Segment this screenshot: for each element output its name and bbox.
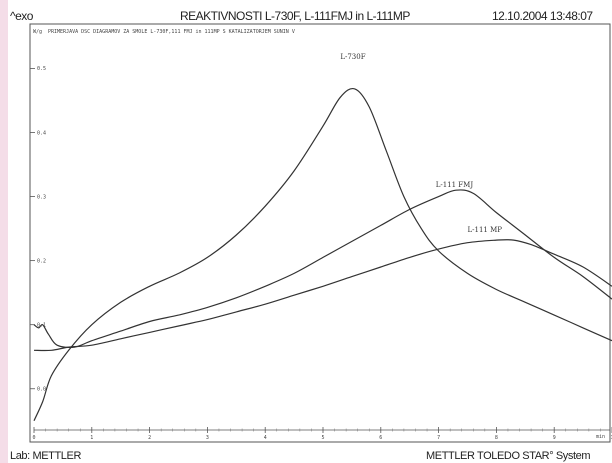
series-line-l-111-fmj: [33, 189, 612, 349]
x-tick-label: 3: [206, 435, 209, 441]
y-tick-label: 0.5: [37, 66, 46, 72]
x-tick-label: 6: [379, 435, 382, 441]
x-tick-label: 5: [322, 435, 325, 441]
y-tick-label: 0.2: [37, 258, 46, 264]
x-tick-label: 8: [495, 435, 498, 441]
x-tick-label: 7: [437, 435, 440, 441]
y-tick-label: 0.3: [37, 194, 46, 200]
series-label-l-730f: L-730F: [340, 53, 365, 61]
lab-label: Lab: METTLER: [10, 450, 82, 462]
x-tick-label: 2: [148, 435, 151, 441]
axes: 0123456789100.50.40.30.20.10.0: [30, 66, 612, 441]
series-label-l-111-fmj: L-111 FMJ: [436, 181, 474, 189]
x-tick-label: 0: [33, 435, 36, 441]
ordinate-label: ^exo: [10, 9, 33, 23]
x-tick-label: 4: [264, 435, 267, 441]
x-axis-unit: min: [596, 434, 605, 440]
series-labels: L-730F L-111 FMJ L-111 MP: [340, 53, 502, 234]
report-datetime: 12.10.2004 13:48:07: [492, 9, 593, 23]
report-sheet: ^exo REAKTIVNOSTI L-730F, L-111FMJ in L-…: [8, 0, 612, 463]
x-tick-label: 1: [90, 435, 93, 441]
chart-unit-label: W/g: [33, 29, 42, 35]
chart-subtitle: PRIMERJAVA DSC DIAGRAMOV ZA SMOLE L-730F…: [48, 29, 295, 35]
series-line-l-111-mp: [33, 239, 612, 352]
series-lines: [33, 87, 612, 422]
series-label-l-111-mp: L-111 MP: [468, 226, 503, 234]
series-line-l-730f: [33, 87, 612, 422]
x-tick-label: 10: [611, 435, 612, 441]
plot-frame: [29, 23, 611, 443]
y-tick-label: 0.0: [37, 387, 46, 393]
report-title: REAKTIVNOSTI L-730F, L-111FMJ in L-111MP: [180, 9, 410, 23]
x-tick-label: 9: [553, 435, 556, 441]
system-label: METTLER TOLEDO STAR° System: [426, 450, 591, 462]
y-tick-label: 0.4: [37, 130, 46, 136]
